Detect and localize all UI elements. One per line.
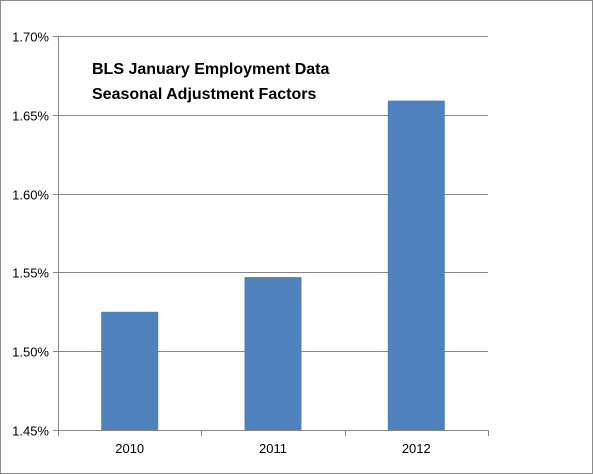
- x-tick-label: 2012: [402, 441, 431, 456]
- y-tick-label: 1.50%: [12, 345, 49, 360]
- chart-title-line-1: BLS January Employment Data: [92, 61, 330, 78]
- axes: [58, 36, 489, 436]
- bar-2011: [244, 277, 302, 430]
- x-tick-label: 2010: [115, 441, 144, 456]
- x-tick-label: 2011: [259, 441, 287, 456]
- y-tick-label: 1.60%: [12, 188, 49, 203]
- bars: [101, 100, 445, 430]
- bar-2012: [387, 100, 445, 430]
- chart-title-line-2: Seasonal Adjustment Factors: [92, 86, 316, 103]
- bar-2010: [101, 311, 159, 430]
- y-tick-labels: 1.45% 1.50% 1.55% 1.60% 1.65% 1.70%: [12, 30, 49, 439]
- y-tick-label: 1.45%: [12, 424, 49, 439]
- x-tick-labels: 2010 2011 2012: [115, 441, 431, 456]
- y-tick-label: 1.70%: [12, 30, 49, 45]
- chart-title: BLS January Employment Data Seasonal Adj…: [92, 61, 330, 103]
- y-tick-label: 1.65%: [12, 109, 49, 124]
- y-tick-label: 1.55%: [12, 266, 49, 281]
